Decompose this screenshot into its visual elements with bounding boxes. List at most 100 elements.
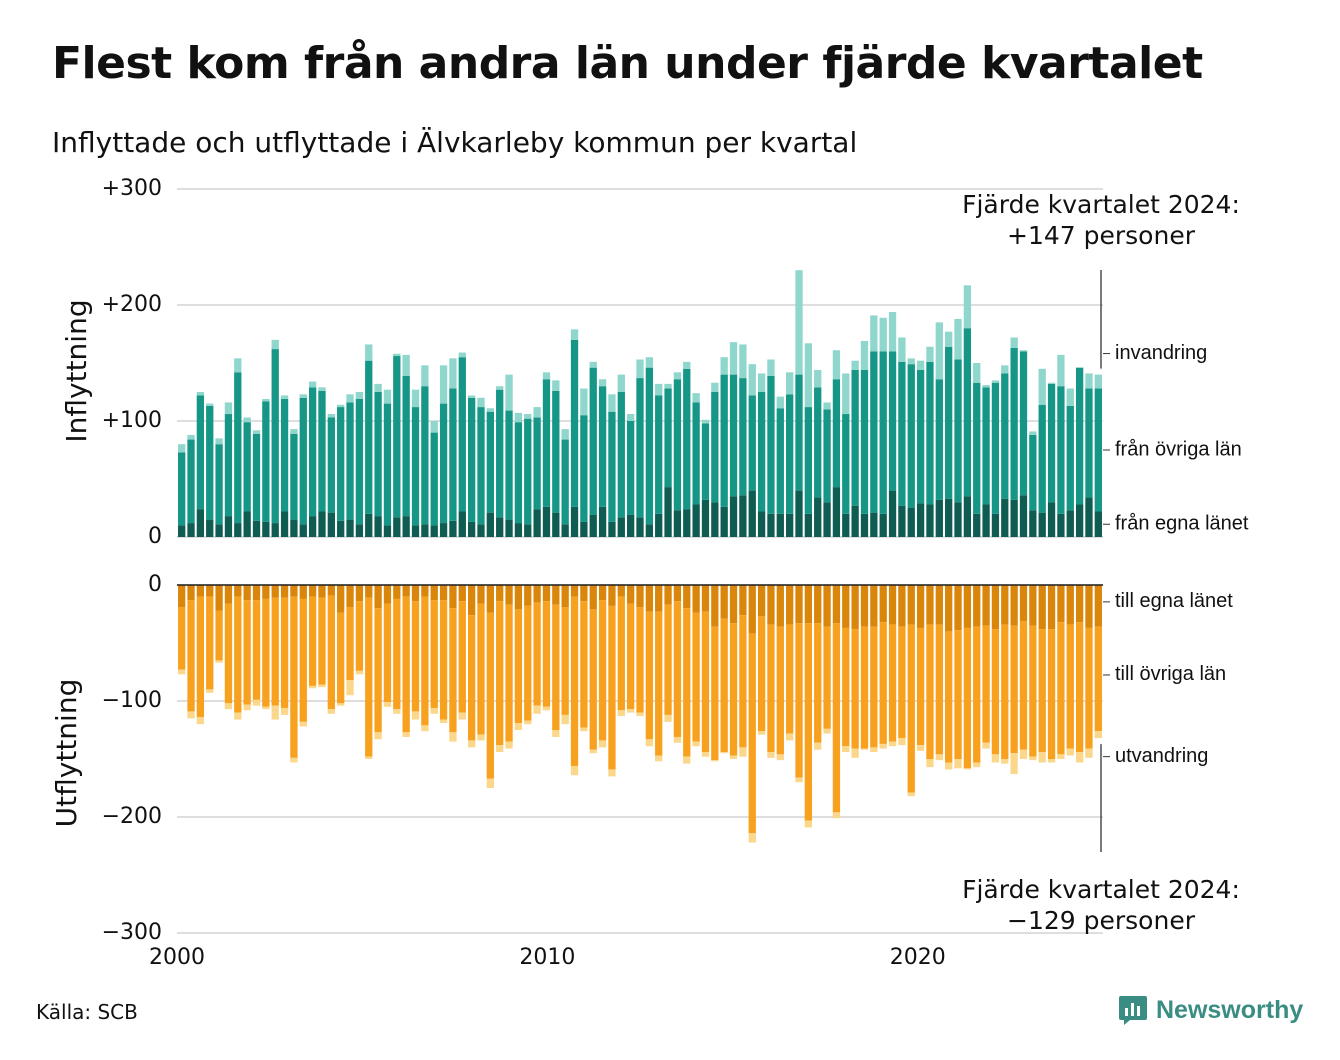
bar-segment-utflytt	[243, 704, 251, 711]
bar-segment-utflytt	[449, 732, 457, 742]
bar-segment-utflytt	[991, 585, 1000, 630]
bar-segment-inflytt	[851, 505, 859, 537]
x-ticks: 2000 2010 2020	[149, 945, 946, 970]
bar-segment-inflytt	[701, 423, 710, 500]
bar-segment-utflytt	[692, 741, 700, 747]
bar-segment-utflytt	[570, 765, 579, 776]
bar-segment-inflytt	[486, 408, 494, 412]
bar-segment-utflytt	[879, 622, 887, 744]
bar-segment-utflytt	[776, 754, 784, 761]
bar-segment-utflytt	[318, 684, 326, 688]
bar-segment-utflytt	[851, 748, 859, 758]
bar-segment-inflytt	[608, 411, 616, 522]
bar-segment-inflytt	[561, 429, 569, 440]
bar-segment-utflytt	[542, 601, 551, 707]
bar-segment-inflytt	[645, 524, 654, 537]
bar-segment-inflytt	[477, 397, 485, 408]
bar-segment-utflytt	[1038, 752, 1046, 763]
bar-segment-inflytt	[860, 340, 869, 370]
bar-segment-utflytt	[683, 756, 691, 764]
bar-segment-inflytt	[991, 513, 1000, 537]
bar-segment-utflytt	[467, 585, 476, 616]
bar-segment-inflytt	[636, 359, 644, 379]
bar-segment-utflytt	[308, 596, 317, 686]
bar-segment-utflytt	[178, 607, 186, 670]
bar-segment-utflytt	[963, 585, 972, 628]
bar-segment-utflytt	[178, 669, 186, 675]
bar-segment-inflytt	[337, 404, 345, 408]
bar-segment-utflytt	[851, 585, 859, 630]
bar-segment-utflytt	[280, 597, 289, 708]
bar-segment-inflytt	[1029, 510, 1037, 537]
bar-segment-utflytt	[963, 627, 972, 769]
bar-segment-inflytt	[1010, 499, 1018, 537]
bar-segment-inflytt	[870, 315, 878, 352]
bar-segment-inflytt	[1057, 354, 1065, 387]
bar-segment-inflytt	[907, 364, 915, 508]
bar-segment-inflytt	[804, 343, 813, 408]
bar-segment-utflytt	[524, 605, 532, 721]
bar-segment-utflytt	[692, 612, 700, 742]
segment-label-top: från egna länet	[1115, 513, 1249, 535]
bar-segment-inflytt	[851, 360, 859, 370]
bar-segment-utflytt	[234, 712, 242, 720]
bar-segment-inflytt	[926, 361, 934, 505]
bar-segment-utflytt	[739, 747, 747, 757]
bar-segment-inflytt	[945, 498, 953, 537]
bar-segment-inflytt	[262, 398, 270, 402]
bar-segment-utflytt	[524, 585, 532, 606]
bar-segment-inflytt	[561, 524, 569, 537]
bar-segment-utflytt	[786, 585, 794, 625]
bar-segment-inflytt	[355, 392, 364, 399]
bar-segment-utflytt	[711, 626, 719, 761]
bar-segment-inflytt	[945, 331, 953, 347]
bar-segment-utflytt	[542, 706, 551, 711]
annotation-top-line2: +147 personer	[1007, 221, 1196, 250]
bar-segment-inflytt	[1057, 513, 1065, 537]
bar-segment-utflytt	[514, 585, 523, 610]
bar-segment-inflytt	[215, 444, 223, 525]
bar-segment-utflytt	[262, 585, 270, 599]
bar-segment-inflytt	[907, 358, 915, 365]
bar-segment-inflytt	[935, 499, 943, 537]
bar-segment-utflytt	[814, 742, 822, 750]
bar-segment-utflytt	[982, 585, 990, 626]
bar-segment-utflytt	[898, 585, 906, 627]
bar-segment-utflytt	[1066, 585, 1074, 625]
bar-segment-inflytt	[814, 497, 822, 537]
bar-segment-utflytt	[860, 585, 869, 627]
bar-segment-utflytt	[374, 608, 382, 733]
bar-segment-inflytt	[935, 379, 943, 500]
annotation-top-line1: Fjärde kvartalet 2024:	[962, 190, 1240, 219]
y-tick-label-bottom: −100	[102, 688, 162, 713]
bar-segment-utflytt	[729, 585, 738, 624]
bar-segment-utflytt	[421, 585, 429, 597]
bar-segment-utflytt	[879, 743, 887, 749]
bar-segment-utflytt	[1001, 585, 1009, 625]
bar-segment-utflytt	[711, 585, 719, 627]
bar-segment-utflytt	[421, 596, 429, 726]
bar-segment-inflytt	[757, 373, 766, 392]
bar-segment-inflytt	[926, 504, 934, 537]
bar-segment-inflytt	[748, 364, 756, 396]
bar-segment-inflytt	[262, 401, 270, 522]
bar-segment-inflytt	[898, 337, 906, 362]
bar-segment-utflytt	[262, 598, 270, 707]
bar-segment-inflytt	[898, 505, 906, 537]
bar-segment-utflytt	[271, 705, 279, 720]
bar-segment-utflytt	[963, 768, 972, 770]
bar-segment-inflytt	[458, 352, 466, 358]
bar-segment-inflytt	[374, 383, 382, 392]
bar-segment-inflytt	[711, 502, 719, 537]
y-ticks-top: 0 +100 +200 +300	[102, 176, 162, 549]
bar-segment-utflytt	[645, 739, 654, 747]
bar-segment-utflytt	[1010, 753, 1018, 775]
bar-segment-utflytt	[617, 710, 625, 717]
y-tick-label-bottom: −200	[102, 804, 162, 829]
bar-segment-utflytt	[355, 585, 364, 602]
bar-segment-inflytt	[393, 353, 401, 357]
bar-segment-utflytt	[767, 752, 775, 758]
bar-segment-inflytt	[823, 409, 831, 503]
bar-segment-inflytt	[879, 351, 887, 514]
